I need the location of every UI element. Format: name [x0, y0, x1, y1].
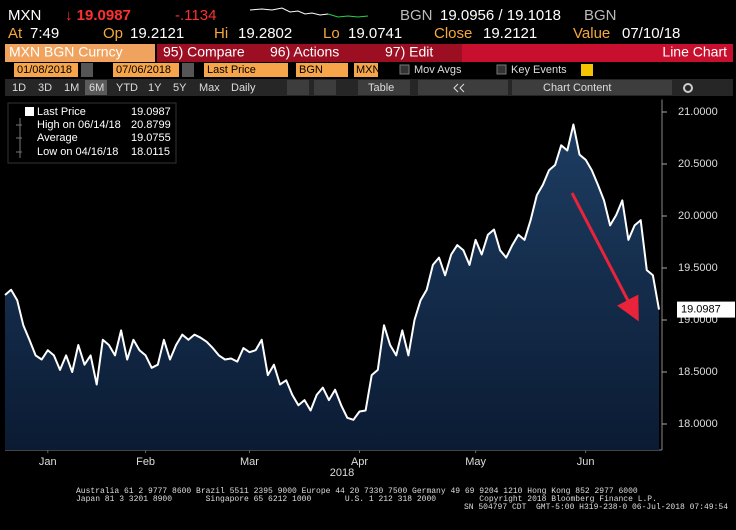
frequency[interactable]: Daily: [231, 82, 256, 94]
legend-tree: [16, 118, 22, 158]
currency-box[interactable]: [354, 63, 378, 77]
last-price: ↓ 19.0987: [65, 7, 131, 24]
legend-label: Low on 04/16/18: [37, 146, 118, 158]
y-tick-label: 21.0000: [678, 106, 718, 118]
y-tick-label: 19.5000: [678, 262, 718, 274]
legend-label: Last Price: [37, 106, 86, 118]
quote-value: 19.2802: [238, 25, 292, 42]
quote-value: 07/10/18: [622, 25, 680, 42]
field: Last Price: [207, 64, 256, 76]
sparkline-tail: [327, 13, 369, 18]
info-icon[interactable]: [581, 64, 593, 76]
period[interactable]: 5Y: [173, 82, 187, 94]
trend-arrow: [570, 192, 639, 322]
end-date-box[interactable]: [113, 63, 179, 77]
x-tick-label: Feb: [136, 456, 155, 468]
calendar-icon[interactable]: [182, 63, 194, 77]
period[interactable]: Max: [199, 82, 220, 94]
price-change: -.1134: [175, 7, 216, 24]
x-tick-label: Mar: [240, 456, 259, 468]
legend-label: Average: [37, 132, 78, 144]
checkbox[interactable]: [399, 64, 410, 75]
calendar-icon[interactable]: [81, 63, 93, 77]
chart-type-box[interactable]: [462, 44, 733, 62]
quote-label: Close: [434, 25, 472, 42]
legend-swatch: [25, 107, 34, 116]
menu-edit[interactable]: 97) Edit: [385, 44, 433, 60]
sparkline: [249, 7, 329, 16]
key-events: Key Events: [511, 64, 567, 76]
currency: MXN: [356, 64, 381, 76]
security: MXN BGN Curncy: [9, 44, 123, 60]
y-tick-label: 18.5000: [678, 366, 718, 378]
menu-actions[interactable]: 96) Actions: [270, 44, 339, 60]
bid-source: BGN: [400, 7, 433, 24]
quote-label: At: [8, 25, 23, 42]
source-box[interactable]: [296, 63, 348, 77]
start-date: 01/08/2018: [17, 64, 72, 76]
settings-icon[interactable]: [683, 83, 693, 93]
period[interactable]: 1Y: [148, 82, 162, 94]
tool-button[interactable]: [314, 80, 336, 95]
y-tick-label: 20.0000: [678, 210, 718, 222]
quote-value: 19.0741: [348, 25, 402, 42]
quote-value: 7:49: [30, 25, 59, 42]
footer-line: Australia 61 2 9777 8600 Brazil 5511 239…: [76, 487, 638, 496]
mov-avgs: Mov Avgs: [414, 64, 462, 76]
last-price-label: 19.0987: [681, 304, 721, 316]
legend-value: 20.8799: [131, 119, 171, 131]
collapse-icon: [453, 83, 465, 93]
bid-ask: 19.0956 / 19.1018: [440, 7, 561, 24]
chart-type: Line Chart: [662, 44, 727, 60]
legend-value: 18.0115: [131, 146, 170, 158]
table: Table: [368, 82, 394, 94]
ask-source: BGN: [584, 7, 617, 24]
field-box[interactable]: [204, 63, 288, 77]
period[interactable]: 1M: [64, 82, 79, 94]
period[interactable]: YTD: [116, 82, 138, 94]
period[interactable]: 6M: [89, 82, 104, 94]
footer-line: SN 504797 CDT GMT-5:00 H319-238-0 06-Jul…: [464, 503, 728, 512]
quote-label: Lo: [323, 25, 340, 42]
start-date-box[interactable]: [14, 63, 78, 77]
table-button[interactable]: [358, 80, 410, 95]
period-selected: [85, 80, 107, 95]
collapse-button[interactable]: [418, 80, 508, 95]
legend-label: High on 06/14/18: [37, 119, 121, 131]
legend-value: 19.0755: [131, 132, 171, 144]
security-box[interactable]: [5, 44, 155, 62]
last-price-box: [677, 301, 735, 318]
checkbox[interactable]: [496, 64, 507, 75]
legend-value: 19.0987: [131, 106, 171, 118]
x-tick-label: Apr: [351, 456, 368, 468]
footer-line: Japan 81 3 3201 8900 Singapore 65 6212 1…: [76, 495, 657, 504]
chart-content: Chart Content: [543, 82, 611, 94]
y-tick-label: 18.0000: [678, 418, 718, 430]
period[interactable]: 3D: [38, 82, 52, 94]
area-fill: [5, 124, 659, 450]
x-axis-title: 2018: [330, 467, 354, 479]
chart: 18.000018.500019.000019.500020.000020.50…: [4, 99, 735, 479]
legend-box: [7, 102, 177, 164]
x-tick-label: Jan: [39, 456, 57, 468]
menu-compare[interactable]: 95) Compare: [163, 44, 245, 60]
end-date: 07/06/2018: [116, 64, 171, 76]
period[interactable]: 1D: [12, 82, 26, 94]
chart-content-button[interactable]: [512, 80, 672, 95]
quote-label: Value: [573, 25, 610, 42]
x-tick-label: Jun: [577, 456, 595, 468]
y-tick-label: 20.5000: [678, 158, 718, 170]
quote-label: Op: [103, 25, 123, 42]
quote-label: Hi: [214, 25, 228, 42]
quote-value: 19.2121: [483, 25, 537, 42]
price-line: [4, 123, 660, 421]
ticker: MXN: [8, 7, 41, 24]
x-tick-label: May: [465, 456, 486, 468]
quote-value: 19.2121: [130, 25, 184, 42]
source: BGN: [299, 64, 323, 76]
tool-button[interactable]: [287, 80, 309, 95]
